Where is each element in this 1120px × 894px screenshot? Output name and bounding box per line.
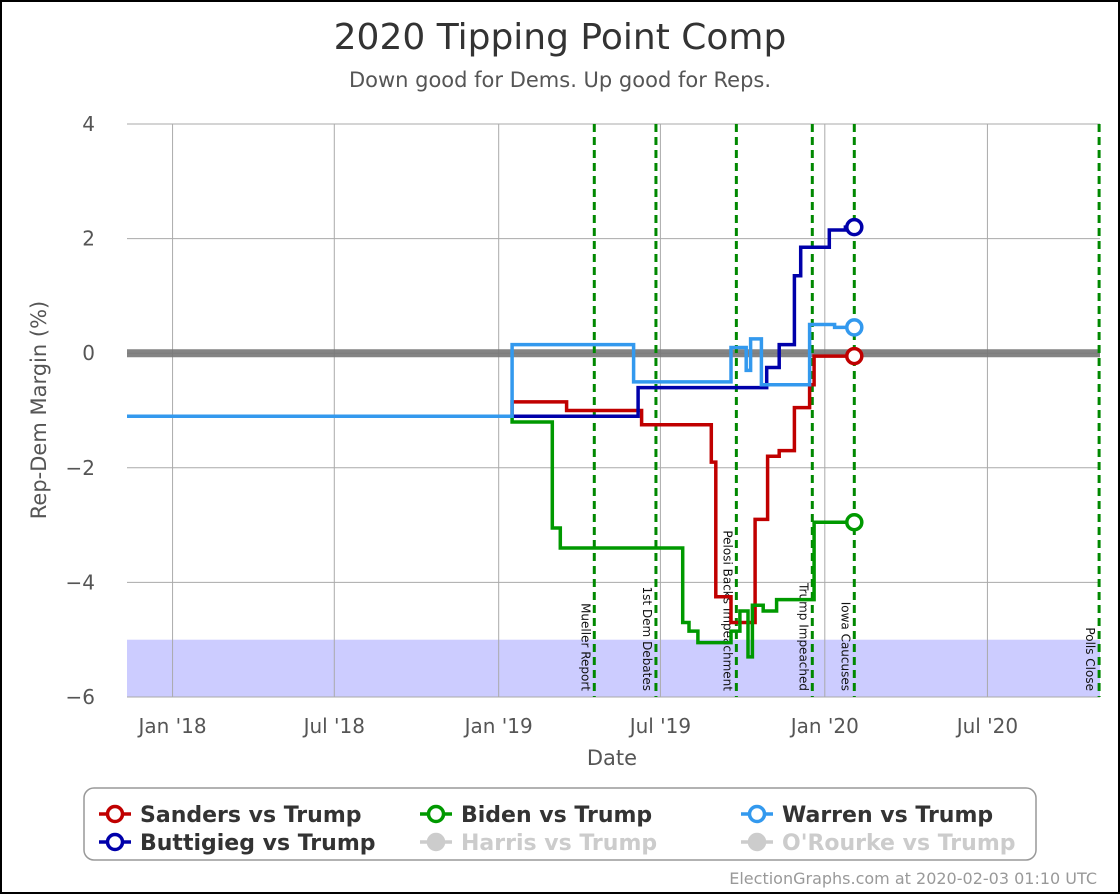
event-label: Iowa Caucuses [838,602,852,691]
event-label: Trump Impeached [796,582,810,691]
legend-box [83,787,1037,861]
x-tick-label: Jul '20 [955,714,1018,738]
y-tick-label: −4 [66,570,95,594]
y-axis-title: Rep-Dem Margin (%) [27,301,51,519]
series-end-marker [845,512,864,532]
y-tick-label: 0 [82,341,95,365]
legend-swatch-marker [426,804,446,824]
x-tick-label: Jul '18 [302,714,365,738]
series-line [127,414,855,659]
series-end-marker [845,346,864,366]
event-label: Pelosi Backs Impeachment [720,530,734,691]
x-axis-title: Date [587,746,637,770]
legend-label: Warren vs Trump [782,803,993,828]
x-tick-label: Jan '20 [789,714,859,738]
credit-text: ElectionGraphs.com at 2020-02-03 01:10 U… [729,869,1097,888]
y-tick-label: −6 [66,685,95,709]
legend-swatch-marker [426,832,446,852]
series-line [127,322,855,418]
y-tick-label: 2 [82,227,95,251]
shaded-region [127,639,1100,697]
y-tick-label: 4 [82,112,95,136]
legend-label: Harris vs Trump [461,831,657,856]
chart-subtitle: Down good for Dems. Up good for Reps. [349,68,771,92]
legend-label: Buttigieg vs Trump [140,831,376,856]
legend-label: Sanders vs Trump [140,803,362,828]
legend-swatch-marker [747,832,767,852]
legend-swatch-marker [105,804,125,824]
event-label: Mueller Report [578,603,592,691]
event-label: Polls Close [1083,627,1097,691]
legend: Sanders vs Trump Buttigieg vs Trump Biden … [99,803,1016,856]
y-tick-label: −2 [66,456,95,480]
legend-swatch-marker [105,832,125,852]
event-label: 1st Dem Debates [640,587,654,691]
series-end-marker [845,217,864,237]
legend-label: O'Rourke vs Trump [782,831,1016,856]
x-tick-label: Jan '18 [136,714,206,738]
series-line [127,225,855,418]
chart-title: 2020 Tipping Point Comp [334,17,787,58]
legend-label: Biden vs Trump [461,803,652,828]
legend-swatch-marker [747,804,767,824]
x-tick-label: Jul '19 [628,714,691,738]
series-end-marker [845,318,864,337]
series-line [127,354,855,625]
x-tick-label: Jan '19 [463,714,533,738]
